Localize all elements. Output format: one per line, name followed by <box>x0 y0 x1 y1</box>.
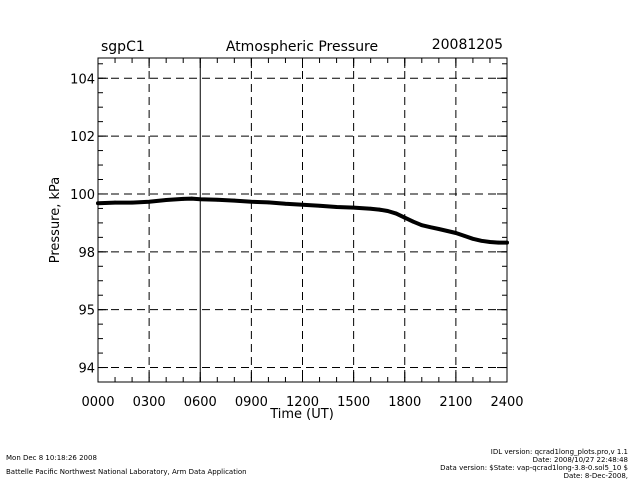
x-tick-label: 0000 <box>81 395 114 410</box>
x-tick-label: 1800 <box>388 395 421 410</box>
data-point <box>385 209 390 213</box>
data-point <box>334 205 339 209</box>
footer-timestamp: Mon Dec 8 10:18:26 2008 <box>6 454 97 462</box>
y-tick-label: 102 <box>70 130 95 145</box>
data-point <box>249 200 254 204</box>
data-point <box>368 206 373 211</box>
data-point <box>283 202 288 206</box>
x-tick-label: 0300 <box>133 395 166 410</box>
data-point <box>181 197 185 201</box>
y-tick-label: 104 <box>70 72 95 87</box>
data-point <box>232 198 237 203</box>
y-axis-label: Pressure, kPa <box>48 177 63 264</box>
data-point <box>488 240 492 244</box>
data-point <box>130 200 134 205</box>
x-tick-labels: 0000 0300 0600 0900 1200 1500 1800 2100 2400 <box>81 395 523 410</box>
data-point <box>164 198 168 202</box>
x-tick-label: 2400 <box>490 395 523 410</box>
data-points <box>96 196 509 245</box>
data-point <box>428 225 433 229</box>
data-point <box>411 219 416 224</box>
data-point <box>317 204 322 208</box>
y-tick-label: 95 <box>78 304 95 319</box>
y-tick-label: 98 <box>78 246 95 261</box>
data-point <box>445 229 450 233</box>
data-point <box>420 223 424 227</box>
y-tick-label: 94 <box>78 362 95 377</box>
footer-data-version: Data version: $State: vap-qcrad1long-3.8… <box>440 464 628 472</box>
x-tick-label: 1500 <box>337 395 370 410</box>
x-tick-label: 0900 <box>235 395 268 410</box>
footer-data-date: Date: 8-Dec-2008, <box>564 472 628 480</box>
data-point <box>215 198 220 202</box>
data-point <box>403 215 407 220</box>
x-axis-label: Time (UT) <box>269 407 334 422</box>
data-point <box>471 237 475 241</box>
data-point <box>394 211 399 216</box>
plot-frame <box>97 57 508 383</box>
data-point <box>454 231 458 235</box>
data-point <box>351 205 356 210</box>
data-point <box>377 207 382 212</box>
data-point <box>496 240 501 245</box>
x-tick-label: 2100 <box>439 395 472 410</box>
data-point <box>189 196 194 201</box>
x-tick-label: 1200 <box>286 395 319 410</box>
grid <box>98 58 507 382</box>
data-point <box>198 197 203 201</box>
data-point <box>300 202 305 207</box>
data-point <box>266 200 271 205</box>
data-point <box>437 227 441 231</box>
y-tick-label: 100 <box>70 188 95 203</box>
footer-idl-date: Date: 2008/10/27 22:48:48 <box>533 456 628 464</box>
footer-idl-version: IDL version: qcrad1long_plots.pro,v 1.1 <box>491 448 628 456</box>
site-label: sgpC1 <box>101 39 145 55</box>
y-tick-labels: 94 95 98 100 102 104 <box>70 72 95 376</box>
data-point <box>147 200 151 204</box>
date-label: 20081205 <box>432 37 503 53</box>
pressure-series-line <box>96 196 509 245</box>
data-point <box>113 200 117 205</box>
data-point <box>462 234 467 238</box>
x-tick-label: 0600 <box>184 395 217 410</box>
data-point <box>479 239 484 243</box>
chart-title: Atmospheric Pressure <box>226 39 378 55</box>
footer-organization: Battelle Pacific Northwest National Labo… <box>6 468 247 476</box>
